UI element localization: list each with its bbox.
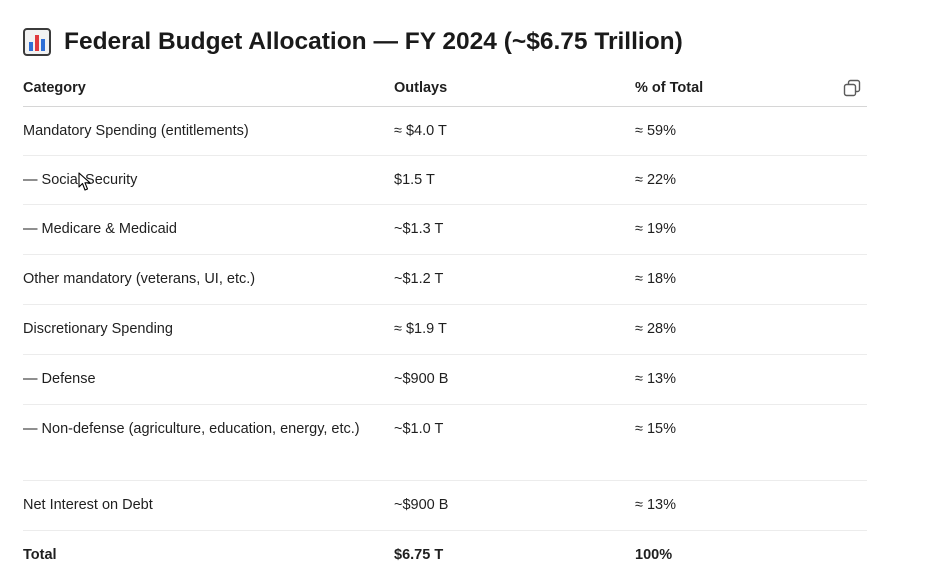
cell-category: — Non-defense (agriculture, education, e…	[23, 421, 360, 437]
column-header-percent: % of Total	[635, 80, 704, 96]
table-row: — Defense ~$900 B ≈ 13%	[23, 355, 867, 405]
budget-table: Category Outlays % of Total Mandatory Sp…	[23, 71, 867, 579]
column-header-outlays: Outlays	[394, 80, 448, 96]
cell-outlays: ~$900 B	[394, 497, 449, 513]
cell-category: — Medicare & Medicaid	[23, 221, 177, 237]
cell-category: Discretionary Spending	[23, 321, 173, 337]
table-row: — Social Security $1.5 T ≈ 22%	[23, 156, 867, 205]
cell-category: — Defense	[23, 371, 96, 387]
cell-percent: ≈ 59%	[635, 123, 677, 139]
table-header: Category Outlays % of Total	[23, 71, 867, 107]
cell-category: Mandatory Spending (entitlements)	[23, 123, 249, 139]
cell-category: Net Interest on Debt	[23, 497, 153, 513]
column-header-category: Category	[23, 80, 86, 96]
cell-outlays: ~$1.0 T	[394, 421, 444, 437]
bar-chart-icon	[23, 28, 51, 56]
cell-percent: ≈ 19%	[635, 221, 677, 237]
cell-outlays: $1.5 T	[394, 172, 435, 188]
table-row: Other mandatory (veterans, UI, etc.) ~$1…	[23, 255, 867, 305]
table-row-total: Total $6.75 T 100%	[23, 531, 867, 579]
cell-percent: ≈ 18%	[635, 271, 677, 287]
cell-outlays: ~$900 B	[394, 371, 449, 387]
copy-icon	[843, 79, 861, 97]
cell-percent: ≈ 28%	[635, 321, 677, 337]
cell-percent: ≈ 15%	[635, 421, 677, 437]
table-row: Discretionary Spending ≈ $1.9 T ≈ 28%	[23, 305, 867, 355]
cell-percent: 100%	[635, 547, 673, 563]
cell-percent: ≈ 13%	[635, 371, 677, 387]
cell-outlays: ~$1.3 T	[394, 221, 444, 237]
cell-category: Total	[23, 547, 57, 563]
cell-outlays: ~$1.2 T	[394, 271, 444, 287]
table-row: Net Interest on Debt ~$900 B ≈ 13%	[23, 481, 867, 531]
cell-percent: ≈ 22%	[635, 172, 677, 188]
cell-category: — Social Security	[23, 172, 138, 188]
cell-percent: ≈ 13%	[635, 497, 677, 513]
copy-table-button[interactable]	[841, 77, 863, 99]
cell-outlays: ≈ $4.0 T	[394, 123, 447, 139]
table-row: — Non-defense (agriculture, education, e…	[23, 405, 867, 481]
cell-category: Other mandatory (veterans, UI, etc.)	[23, 271, 256, 287]
page-title: Federal Budget Allocation — FY 2024 (~$6…	[64, 28, 683, 55]
cell-outlays: $6.75 T	[394, 547, 444, 563]
cell-outlays: ≈ $1.9 T	[394, 321, 447, 337]
table-row: Mandatory Spending (entitlements) ≈ $4.0…	[23, 107, 867, 156]
section-heading: Federal Budget Allocation — FY 2024 (~$6…	[23, 24, 683, 60]
table-row: — Medicare & Medicaid ~$1.3 T ≈ 19%	[23, 205, 867, 255]
